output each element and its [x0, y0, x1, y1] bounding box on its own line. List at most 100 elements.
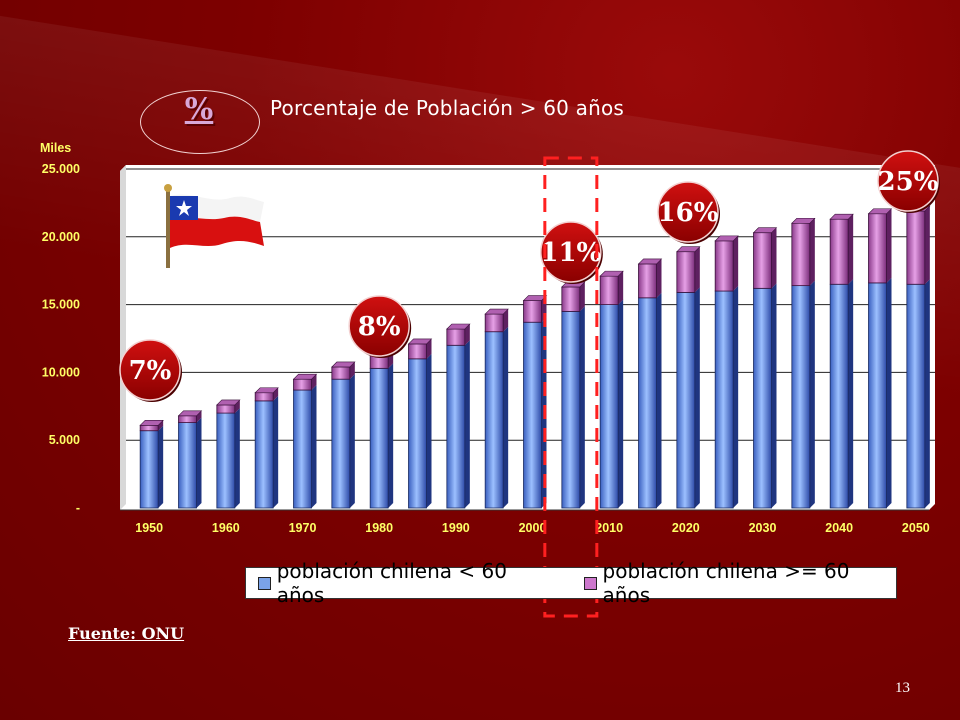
bar-under-60	[676, 291, 696, 509]
bar-over-60	[216, 404, 236, 414]
bar-side-under-60	[273, 395, 279, 508]
bar-under-60	[178, 422, 197, 509]
y-tick-label: -	[76, 501, 80, 515]
bar-under-60	[868, 282, 887, 509]
x-tick-label: 1980	[365, 521, 393, 535]
y-axis-ticks: - 5.000 10.000 15.000 20.000 25.000	[42, 162, 80, 515]
bar-top	[177, 410, 203, 417]
bar-side-over-60	[273, 387, 279, 401]
percent-badge-circle	[119, 339, 181, 401]
bar-side-under-60	[809, 280, 815, 508]
x-tick-label: 2010	[595, 521, 623, 535]
bar-over-60	[829, 218, 849, 285]
bar-top	[446, 323, 471, 330]
bar-side-under-60	[196, 417, 202, 508]
legend-item-under-60: población chilena < 60 años	[258, 559, 554, 607]
bar-over-60	[293, 378, 312, 391]
percent-badge: 7%	[119, 339, 182, 402]
x-tick-label: 2050	[902, 521, 930, 535]
bar-under-60	[369, 367, 389, 509]
bar-side-under-60	[924, 279, 930, 508]
bar-top	[139, 419, 164, 426]
bar-under-60	[331, 378, 351, 509]
bar-side-under-60	[618, 299, 624, 508]
bar-under-60	[638, 297, 657, 509]
bar-side-over-60	[158, 420, 164, 431]
bar-top	[714, 235, 739, 242]
bar-side-over-60	[733, 235, 739, 292]
x-tick-label: 1970	[289, 521, 317, 535]
bar-top	[752, 227, 778, 234]
bar-side-over-60	[924, 206, 930, 285]
bar-under-60	[484, 331, 504, 509]
bar-over-60	[254, 392, 274, 402]
highlight-2005-box	[543, 156, 599, 618]
percent-symbol: %	[184, 92, 214, 127]
bar-top	[637, 258, 663, 265]
bar-side-over-60	[886, 208, 892, 283]
y-tick-label: 5.000	[49, 433, 80, 447]
legend-swatch-under-60	[258, 576, 271, 590]
bar-side-over-60	[618, 271, 624, 305]
bar-under-60	[216, 412, 236, 509]
bar-top	[407, 338, 433, 345]
bar-side-under-60	[771, 283, 777, 508]
bar-under-60	[906, 283, 926, 509]
source-note: Fuente: ONU	[68, 624, 185, 643]
bar-side-over-60	[196, 410, 202, 423]
bar-side-under-60	[503, 326, 509, 508]
percent-badge-label: 7%	[129, 356, 172, 386]
percent-oval	[140, 90, 260, 154]
bar-over-60	[484, 313, 504, 333]
y-unit-label: Miles	[40, 141, 71, 155]
bar-under-60	[753, 287, 772, 509]
bar-side-over-60	[234, 399, 240, 414]
bar-under-60	[523, 321, 542, 509]
bar-over-60	[331, 366, 351, 380]
bar-over-60	[638, 263, 657, 299]
bar-under-60	[446, 344, 466, 509]
bar-side-over-60	[503, 309, 509, 332]
bar-side-under-60	[426, 353, 432, 508]
bar-side-under-60	[886, 277, 892, 508]
bar-under-60	[139, 430, 159, 509]
bar-side-under-60	[158, 425, 164, 508]
bar-side-under-60	[234, 408, 240, 508]
plot-side-wall	[120, 165, 126, 510]
y-tick-label: 20.000	[42, 230, 80, 244]
bars-group	[139, 205, 931, 509]
bar-over-60	[676, 251, 696, 293]
percent-badge-label: 16%	[658, 198, 719, 228]
bar-side-under-60	[349, 374, 355, 508]
bar-under-60	[293, 389, 312, 509]
bar-over-60	[178, 415, 197, 423]
percent-badge-label: 25%	[878, 167, 939, 197]
percent-badge: 16%	[657, 181, 720, 244]
x-axis-ticks: 1950 1960 1970 1980 1990 2000 2010 2020 2030 2040…	[135, 521, 930, 535]
bar-side-over-60	[848, 214, 854, 285]
bar-side-over-60	[426, 338, 432, 359]
bar-over-60	[791, 222, 811, 287]
legend-label-over-60: población chilena >= 60 años	[602, 559, 850, 607]
percent-annotations: 7% 8% 11% 16% 25%	[119, 150, 940, 402]
bar-under-60	[791, 285, 811, 509]
bar-side-under-60	[464, 340, 470, 508]
chile-flag-icon	[164, 184, 264, 268]
bar-side-under-60	[694, 287, 700, 508]
bar-over-60	[906, 210, 926, 285]
bar-top	[331, 361, 356, 368]
bar-side-under-60	[733, 286, 739, 508]
bar-over-60	[868, 213, 887, 284]
bar-under-60	[829, 283, 849, 509]
percent-badge-label: 8%	[358, 312, 401, 342]
bar-over-60	[714, 240, 734, 292]
bar-top	[484, 308, 509, 315]
bar-under-60	[561, 310, 581, 509]
x-tick-label: 1990	[442, 521, 470, 535]
bar-side-over-60	[771, 227, 777, 289]
bar-over-60	[599, 275, 619, 305]
bar-side-under-60	[656, 292, 662, 508]
bar-side-over-60	[656, 258, 662, 298]
percent-badge: 25%	[877, 150, 940, 213]
